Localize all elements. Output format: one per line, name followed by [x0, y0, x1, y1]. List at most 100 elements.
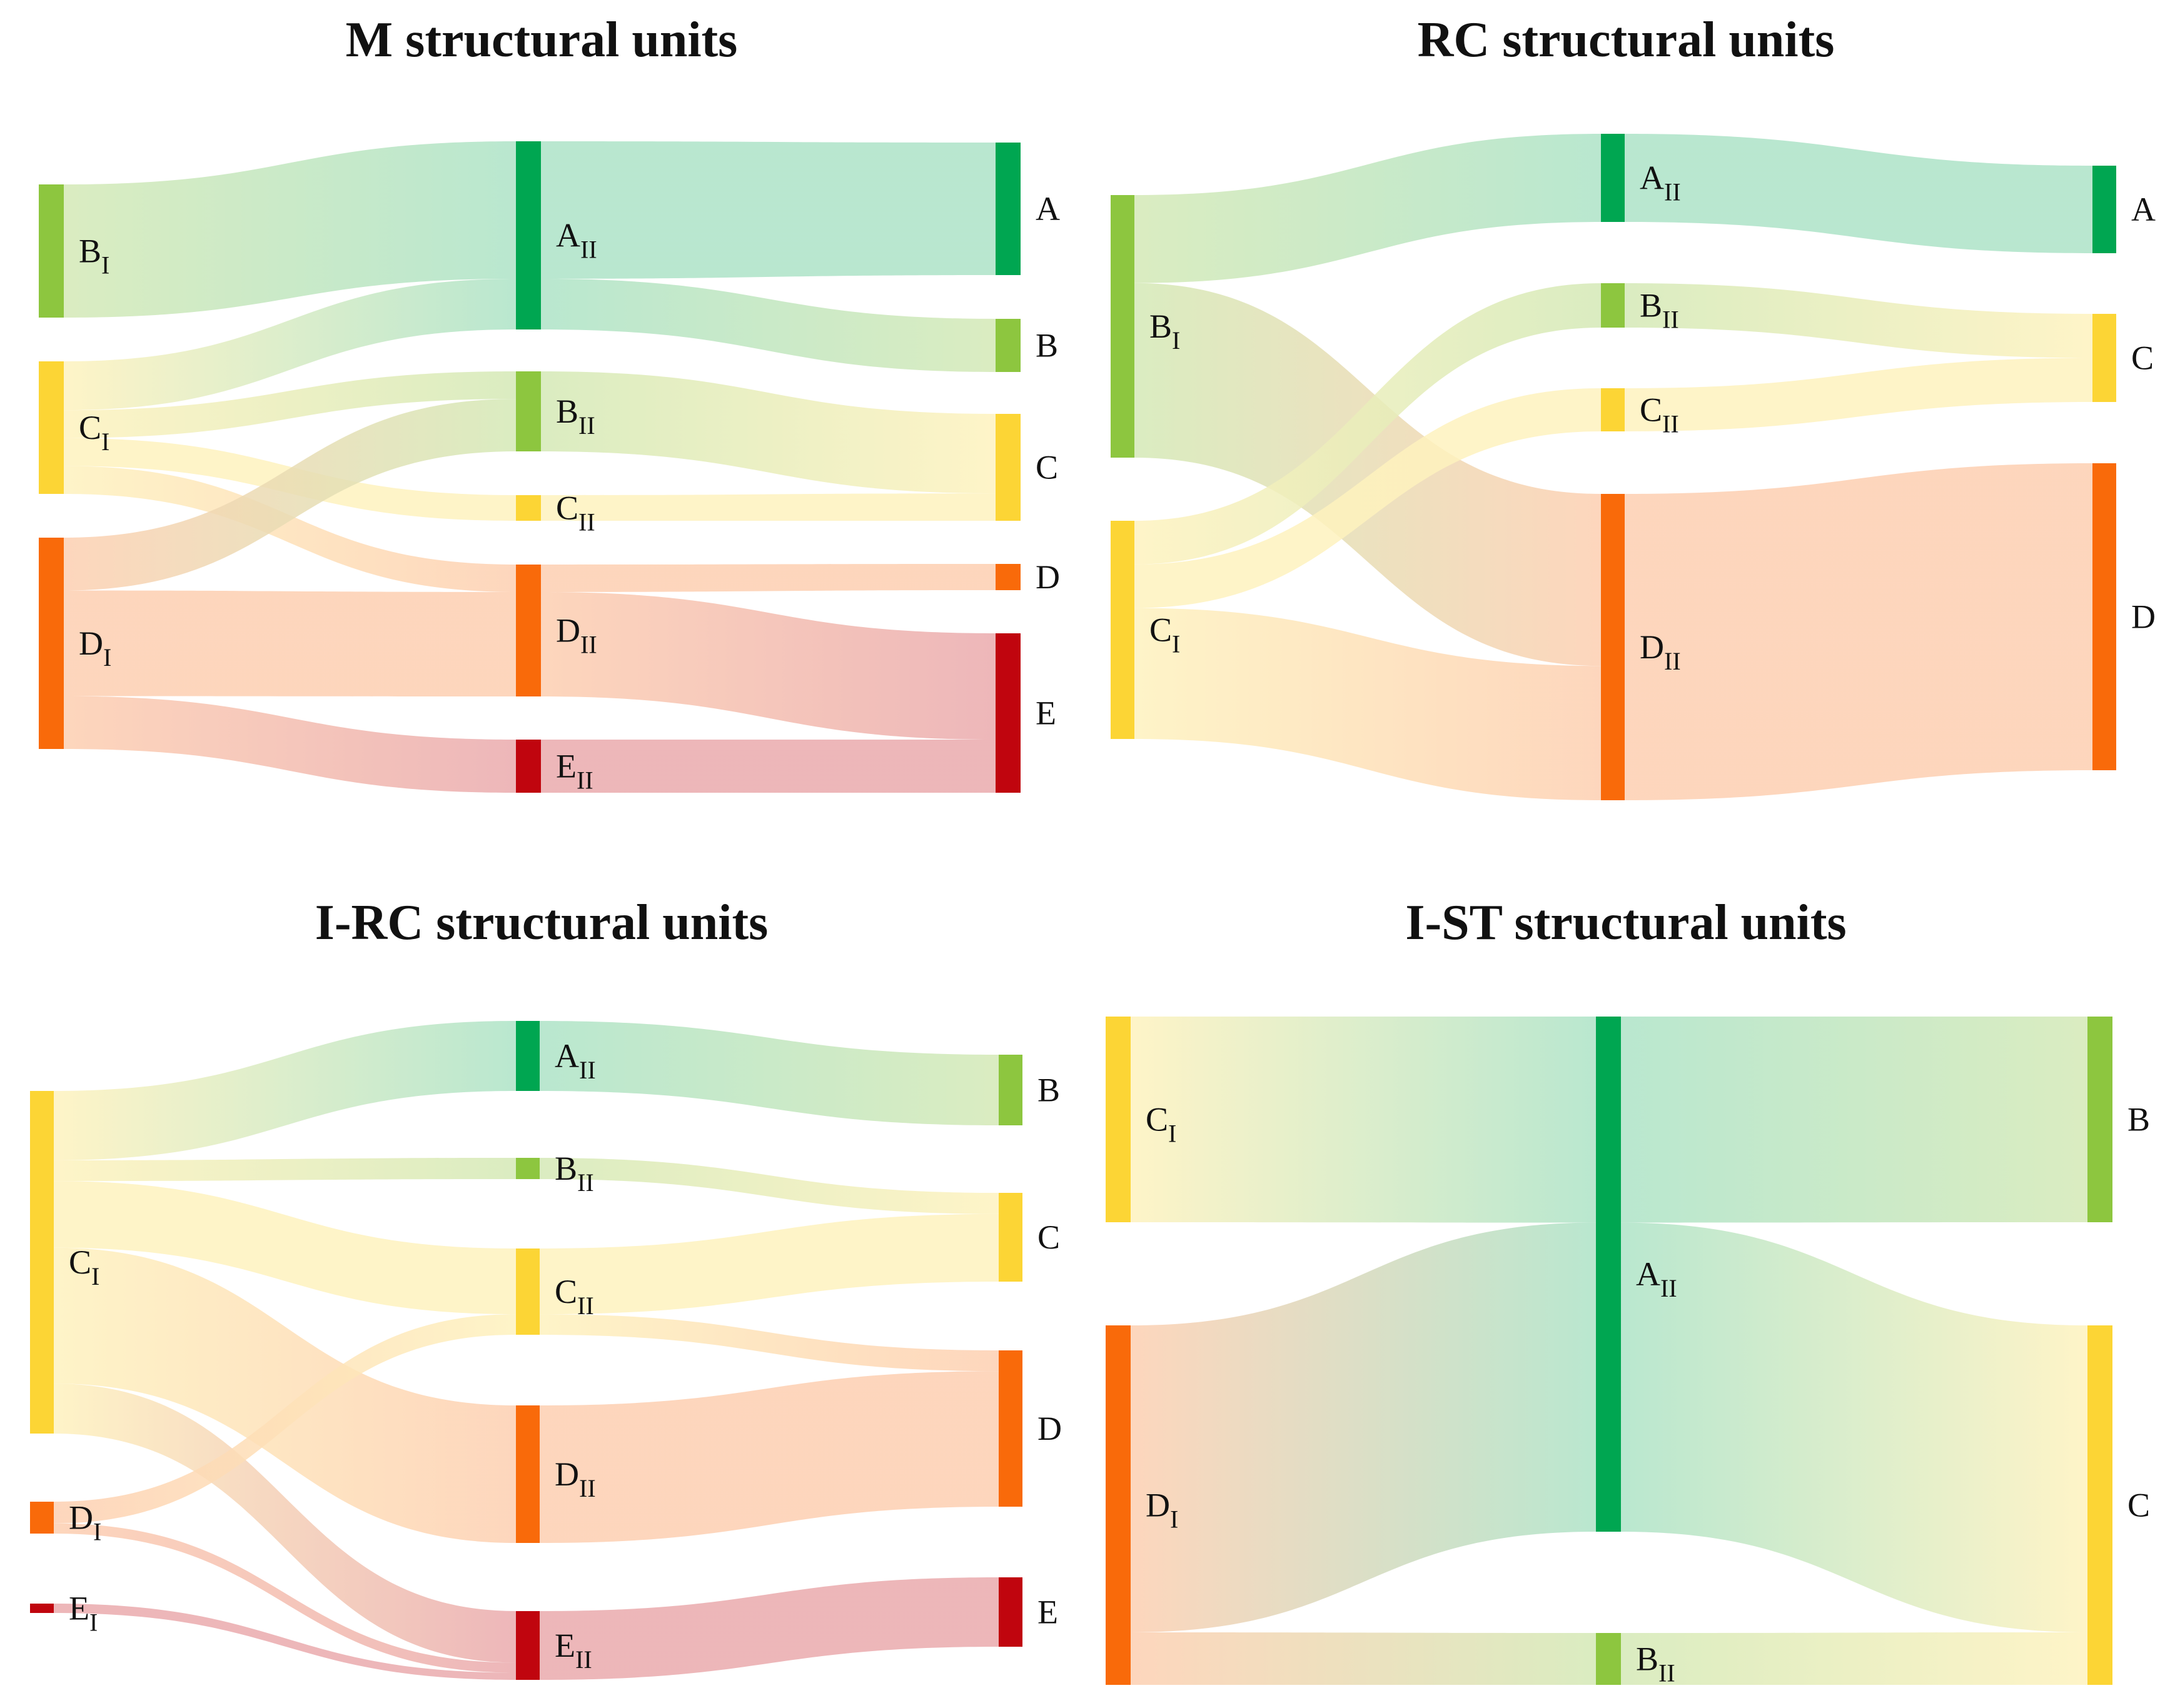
link-CI-BII — [64, 371, 516, 438]
node-BII — [516, 371, 541, 451]
nodes: BI CI AII BII CII DII A C D — [1111, 134, 2156, 800]
node-label-D: D — [1036, 558, 1060, 596]
panel-title: I-RC structural units — [315, 895, 768, 950]
node-EII — [516, 740, 541, 793]
nodes: CI DI EI AII BII CII DII EII B C D E — [30, 1021, 1062, 1680]
node-label-DII: DII — [555, 1455, 596, 1502]
panel-title: M structural units — [346, 13, 738, 68]
node-label-DI: DI — [1146, 1487, 1178, 1534]
node-label-AII: AII — [1636, 1255, 1677, 1302]
node-label-A: A — [1036, 190, 1060, 228]
node-label-DI: DI — [69, 1499, 101, 1546]
node-C — [999, 1193, 1022, 1282]
link-BII-C — [1621, 1632, 2087, 1685]
node-C — [996, 414, 1021, 521]
node-CII — [516, 495, 541, 521]
node-label-DII: DII — [556, 612, 597, 659]
node-label-C: C — [2127, 1487, 2150, 1524]
link-DII-D — [540, 1371, 999, 1543]
links — [64, 141, 996, 793]
link-AII-B — [541, 278, 996, 372]
link-DII-E — [541, 591, 996, 740]
node-label-C: C — [2131, 339, 2154, 377]
node-label-C: C — [1037, 1218, 1060, 1256]
link-CI-AII — [54, 1021, 516, 1160]
link-CI-EII — [54, 1384, 516, 1663]
node-B — [2087, 1017, 2112, 1222]
node-label-D: D — [2131, 598, 2156, 636]
link-CI-CII — [1134, 388, 1601, 608]
node-label-CII: CII — [1640, 391, 1679, 438]
link-DI-BII — [1131, 1632, 1596, 1685]
link-DII-D — [541, 564, 996, 592]
node-EI — [30, 1604, 54, 1613]
link-DI-DII — [64, 590, 516, 696]
link-DI-AII — [1131, 1222, 1596, 1632]
node-BI — [39, 184, 64, 318]
node-CI — [1106, 1017, 1131, 1222]
node-E — [999, 1577, 1022, 1647]
node-label-CI: CI — [79, 409, 109, 456]
node-label-AII: AII — [555, 1037, 596, 1084]
link-AII-B — [1621, 1017, 2087, 1223]
link-EI-EII — [54, 1604, 516, 1680]
link-DI-EII — [54, 1523, 516, 1673]
node-DII — [1601, 494, 1625, 800]
link-DI-BII — [64, 399, 516, 591]
link-AII-C — [1621, 1222, 2087, 1632]
link-DI-EII — [64, 696, 516, 793]
link-BII-C — [540, 1158, 999, 1214]
node-label-AII: AII — [1640, 159, 1681, 206]
node-label-BII: BII — [1640, 287, 1679, 334]
node-label-BI: BI — [79, 233, 109, 279]
links — [54, 1021, 999, 1680]
node-D — [2092, 463, 2116, 770]
node-AII — [516, 1021, 540, 1091]
node-label-E: E — [1037, 1594, 1058, 1631]
link-CI-AII — [1131, 1017, 1596, 1223]
link-CI-DII — [54, 1247, 516, 1543]
link-BI-AII — [64, 141, 516, 318]
nodes: CI DI AII BII B C — [1106, 1017, 2150, 1687]
link-AII-B — [540, 1021, 999, 1125]
node-D — [999, 1350, 1022, 1507]
node-label-D: D — [1037, 1410, 1062, 1447]
node-label-E: E — [1036, 695, 1056, 732]
link-DI-CII — [54, 1314, 516, 1524]
panel-title: I-ST structural units — [1405, 895, 1846, 950]
node-BI — [1111, 195, 1134, 458]
node-label-A: A — [2131, 191, 2156, 228]
node-label-EI: EI — [69, 1590, 98, 1637]
node-label-CII: CII — [556, 490, 595, 536]
node-label-BII: BII — [1636, 1640, 1675, 1687]
node-label-EII: EII — [555, 1627, 592, 1674]
node-CII — [516, 1248, 540, 1335]
link-DII-D — [1625, 463, 2092, 800]
node-label-AII: AII — [556, 217, 597, 264]
node-DII — [516, 1405, 540, 1543]
node-BII — [516, 1158, 540, 1179]
node-DI — [30, 1502, 54, 1534]
panel-2: I-RC structural units CI DI EI AII BII CII DII E… — [30, 895, 1062, 1680]
node-C — [2087, 1325, 2112, 1685]
link-CI-BII — [1134, 283, 1601, 565]
node-label-B: B — [2127, 1101, 2150, 1138]
node-label-CI: CI — [1146, 1101, 1176, 1148]
node-label-B: B — [1036, 327, 1058, 364]
node-label-C: C — [1036, 449, 1058, 486]
link-CI-AII — [64, 278, 516, 411]
node-DI — [39, 538, 64, 749]
node-BII — [1601, 283, 1625, 328]
node-BII — [1596, 1633, 1621, 1685]
node-B — [999, 1055, 1022, 1125]
link-BI-AII — [1134, 134, 1601, 283]
link-EII-E — [540, 1577, 999, 1680]
link-CII-C — [541, 493, 996, 521]
link-CII-C — [1625, 358, 2092, 431]
node-label-CI: CI — [1149, 611, 1180, 658]
node-DII — [516, 565, 541, 696]
link-CI-DII — [64, 466, 516, 592]
node-CI — [1111, 521, 1134, 739]
